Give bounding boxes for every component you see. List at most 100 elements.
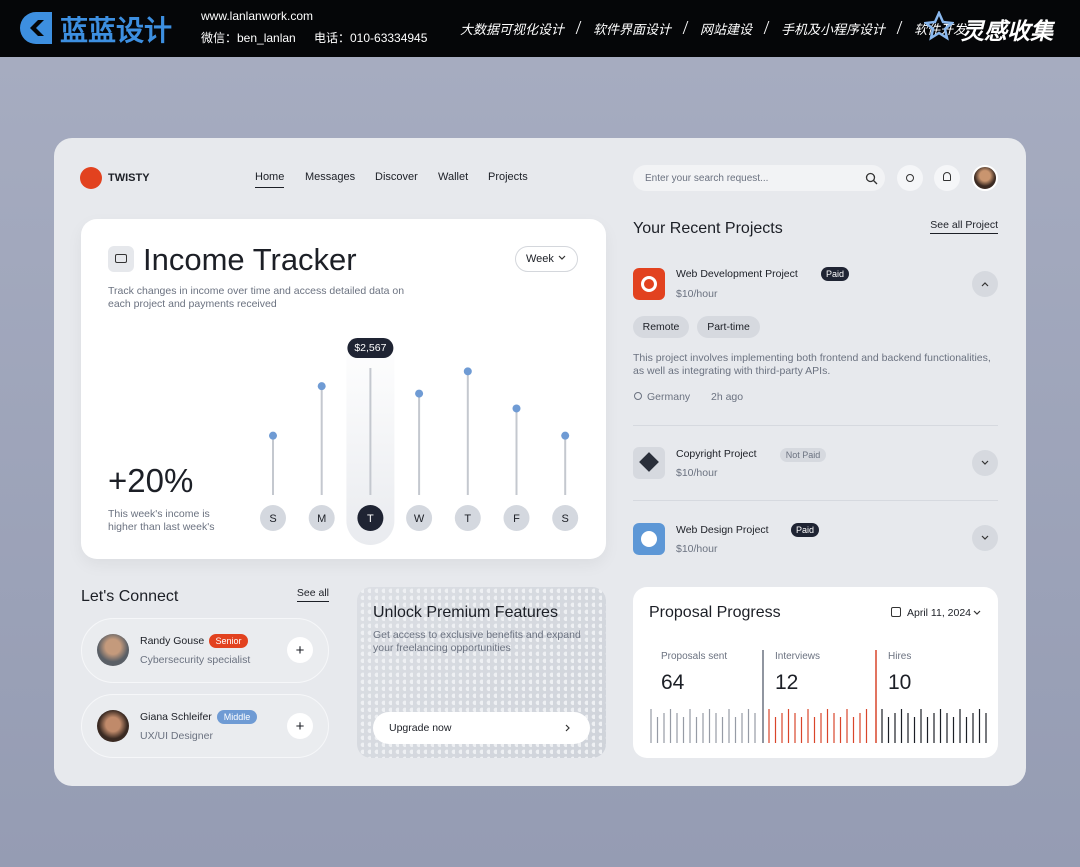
chevron-right [565, 724, 570, 732]
expand-button[interactable] [972, 450, 998, 476]
banner [0, 0, 1080, 57]
lollipop-dot [415, 389, 424, 398]
category-label: T [464, 513, 471, 525]
project-rate: $10/hour [676, 288, 718, 300]
category-label: F [513, 513, 520, 525]
brand: 蓝蓝设计 [60, 15, 173, 46]
tag: Part-time [697, 316, 760, 338]
search-placeholder: Enter your search request... [645, 173, 769, 184]
category-circle [357, 505, 384, 531]
stat-label: Hires [888, 651, 912, 662]
project-glyph [641, 276, 657, 292]
category-circle [260, 505, 286, 531]
logo-icon [80, 167, 102, 189]
income-change: +20% [108, 462, 194, 499]
see-all-projects[interactable]: See all Project [930, 219, 998, 234]
calendar-icon [891, 607, 901, 617]
lollipop-dot [463, 367, 472, 376]
category-label: S [269, 513, 276, 525]
income-description: Track changes in income over time and ac… [108, 285, 405, 310]
nav-link[interactable]: Home [255, 171, 285, 188]
nav-link[interactable]: Discover [375, 171, 418, 183]
lollipop-dot [512, 404, 521, 413]
stat-value: 64 [661, 671, 685, 694]
stat-value: 12 [775, 671, 799, 694]
value-label-bg [347, 338, 394, 359]
service: 大数据可视化设计 [460, 22, 565, 37]
status-badge: Not Paid [780, 448, 826, 462]
category-circle [552, 505, 579, 531]
wechat: 微信：ben_lanlan [201, 31, 296, 45]
proposal-date[interactable]: April 11, 2024 [907, 607, 972, 619]
value-label: $2,567 [354, 342, 386, 354]
person-role: UX/UI Designer [140, 730, 213, 742]
project-rate: $10/hour [676, 543, 718, 555]
project-rate: $10/hour [676, 467, 718, 479]
collect: 灵感收集 [961, 18, 1053, 44]
divider [633, 500, 998, 501]
see-all-connect[interactable]: See all [296, 587, 329, 602]
upgrade-button[interactable] [373, 712, 590, 744]
bell-icon [943, 172, 951, 181]
add-button[interactable]: + [287, 637, 313, 663]
category-label: S [562, 513, 569, 525]
stat-label: Proposals sent [661, 651, 728, 662]
stat-value: 10 [888, 671, 912, 694]
search-icon [865, 172, 878, 185]
projects-title: Your Recent Projects [633, 220, 783, 237]
person-name: Giana Schleifer [140, 711, 212, 723]
project-name[interactable]: Web Development Project [676, 268, 798, 280]
chevron-down [558, 255, 566, 260]
lollipop-dot [561, 431, 570, 440]
service: 手机及小程序设计 [781, 22, 886, 37]
services: 大数据可视化设计 软件界面设计 网站建设 手机及小程序设计 软件开发 [460, 19, 966, 38]
url: www.lanlanwork.com [201, 9, 314, 23]
user-avatar[interactable] [972, 165, 998, 191]
level-badge: Middle [217, 710, 257, 724]
proposal-title: Proposal Progress [649, 604, 781, 621]
search-box[interactable] [633, 165, 885, 191]
collapse-button[interactable] [972, 271, 998, 297]
person-role: Cybersecurity specialist [140, 654, 251, 666]
period: Week [526, 253, 554, 265]
wallet-glyph [115, 254, 127, 263]
lollipop-dot [269, 431, 277, 440]
person-name: Randy Gouse [140, 635, 205, 647]
status-badge: Paid [791, 523, 819, 537]
nav-link[interactable]: Projects [488, 171, 528, 183]
project-name[interactable]: Web Design Project [676, 524, 769, 536]
nav-link[interactable]: Wallet [438, 171, 469, 183]
project-description: This project involves implementing both … [633, 352, 991, 377]
category-label: W [414, 513, 425, 525]
stat-label: Interviews [775, 651, 821, 662]
chevron-down [973, 610, 981, 615]
connect-title: Let's Connect [81, 588, 179, 605]
phone: 电话：010-63334945 [314, 31, 428, 45]
category-circle [503, 505, 530, 531]
add-button[interactable]: + [287, 713, 313, 739]
settings-icon [906, 174, 914, 182]
tag: Remote [633, 316, 689, 338]
brand-logo [20, 12, 52, 44]
income-icon [108, 246, 134, 272]
category-circle [454, 505, 481, 531]
avatar [97, 710, 129, 742]
service: 网站建设 [700, 22, 753, 37]
project-location: Germany [647, 391, 691, 403]
chevron-down [981, 460, 989, 465]
project-name[interactable]: Copyright Project [676, 448, 757, 460]
period-select[interactable] [515, 246, 578, 272]
expand-button[interactable] [972, 525, 998, 551]
upgrade-label: Upgrade now [389, 722, 452, 734]
level-badge: Senior [209, 634, 248, 648]
status-badge: Paid [821, 267, 849, 281]
chevron-down [981, 535, 989, 540]
location-icon [634, 392, 642, 400]
divider [633, 425, 998, 426]
avatar [97, 634, 129, 666]
income-title: Income Tracker [143, 242, 357, 277]
nav-link[interactable]: Messages [305, 171, 356, 183]
